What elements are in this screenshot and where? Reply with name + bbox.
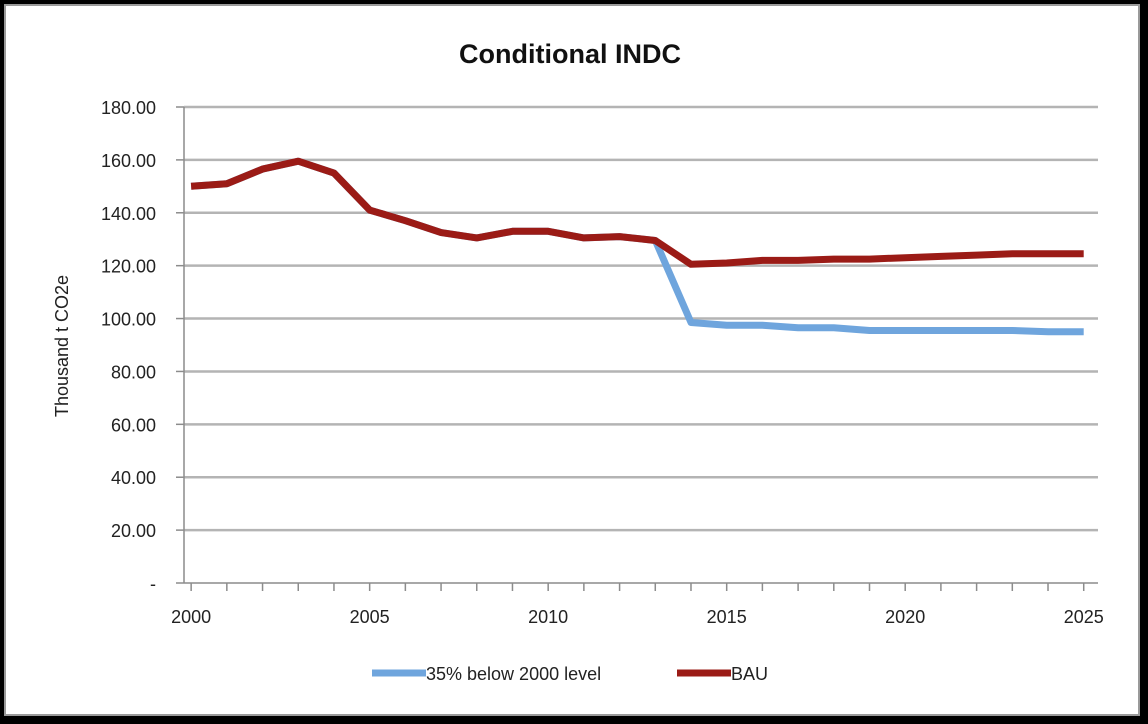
y-tick-label: 100.00 bbox=[101, 310, 156, 330]
x-tick-label: 2010 bbox=[528, 607, 568, 627]
x-tick-label: 2000 bbox=[171, 607, 211, 627]
x-tick-label: 2005 bbox=[350, 607, 390, 627]
y-tick-label: - bbox=[150, 574, 156, 594]
x-tick-labels: 2000 2005 2010 2015 2020 2025 bbox=[171, 607, 1104, 627]
series-lines bbox=[190, 157, 1084, 336]
series-line-1 bbox=[190, 157, 1084, 268]
legend-label-0: 35% below 2000 level bbox=[426, 664, 601, 684]
chart-frame bbox=[4, 4, 1140, 716]
x-tick-label: 2025 bbox=[1064, 607, 1104, 627]
y-tick-label: 180.00 bbox=[101, 98, 156, 118]
y-tick-label: 120.00 bbox=[101, 257, 156, 277]
x-tick-label: 2015 bbox=[707, 607, 747, 627]
legend-label-1: BAU bbox=[731, 664, 768, 684]
y-tick-label: 160.00 bbox=[101, 151, 156, 171]
y-tick-label: 140.00 bbox=[101, 204, 156, 224]
series-line-0 bbox=[190, 157, 1084, 336]
y-axis-label: Thousand t CO2e bbox=[52, 275, 72, 417]
legend: 35% below 2000 level BAU bbox=[372, 664, 768, 684]
grid-lines bbox=[184, 105, 1098, 532]
x-tick-label: 2020 bbox=[885, 607, 925, 627]
y-tick-label: 40.00 bbox=[111, 468, 156, 488]
y-tick-labels: - 20.00 40.00 60.00 80.00 100.00 120.00 140.00 1… bbox=[101, 98, 156, 594]
y-tick-label: 60.00 bbox=[111, 415, 156, 435]
y-tick-label: 80.00 bbox=[111, 362, 156, 382]
chart-title: Conditional INDC bbox=[459, 39, 681, 69]
axes bbox=[176, 106, 1098, 591]
y-tick-label: 20.00 bbox=[111, 521, 156, 541]
